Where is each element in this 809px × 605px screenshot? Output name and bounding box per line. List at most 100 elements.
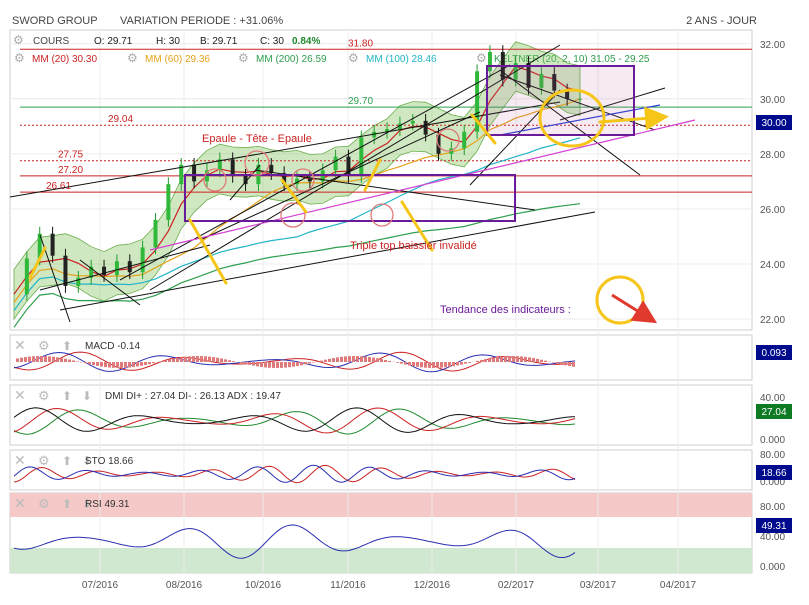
period-label: 2 ANS - JOUR xyxy=(686,15,757,27)
macd-histogram-bar xyxy=(260,362,263,367)
gear-icon[interactable]: ⚙ xyxy=(38,388,50,403)
macd-histogram-bar xyxy=(256,362,259,367)
macd-histogram-bar xyxy=(476,360,479,362)
price-axis: 32.00 30.00 28.00 26.00 24.00 22.00 xyxy=(760,40,785,326)
rsi-overbought-zone xyxy=(10,493,752,517)
candle-body xyxy=(539,74,544,88)
macd-histogram-bar xyxy=(320,360,323,362)
indicator-macd: ✕ ⚙ ⬆ MACD -0.14 0.093 xyxy=(13,337,792,373)
arrow-up-icon[interactable]: ⬆ xyxy=(62,339,72,353)
head-shoulders-label: Epaule - Tête - Epaule xyxy=(202,133,312,145)
macd-histogram-bar xyxy=(572,362,575,367)
last-price-value: 30.00 xyxy=(761,118,786,129)
macd-histogram-bar xyxy=(496,356,499,362)
candle-body xyxy=(37,233,42,259)
close-icon[interactable]: ✕ xyxy=(14,387,26,403)
macd-histogram-bar xyxy=(216,357,219,362)
indicator-rsi: ✕ ⚙ ⬆ ⬇RSI 49.31 80.00 40.00 0.000 49.31 xyxy=(13,495,792,573)
candle-body xyxy=(578,98,582,100)
triple-top-box xyxy=(184,174,516,222)
recent-range-box xyxy=(486,65,635,136)
arrow-down-icon[interactable]: ⬇ xyxy=(82,497,92,511)
macd-histogram-bar xyxy=(332,358,335,362)
arrow-up-icon[interactable]: ⬆ xyxy=(62,497,72,511)
legend-label: MM (100) 28.46 xyxy=(366,54,437,65)
trend-arrow-icon xyxy=(611,293,658,324)
macd-histogram-bar xyxy=(92,362,95,366)
macd-histogram-bar xyxy=(40,356,43,362)
variation-periode: VARIATION PERIODE : +31.06% xyxy=(120,15,283,27)
legend-label: MM (60) 29.36 xyxy=(145,54,210,65)
macd-histogram-bar xyxy=(420,362,423,368)
macd-histogram-bar xyxy=(172,358,175,362)
gear-icon[interactable]: ⚙ xyxy=(238,51,249,65)
macd-histogram-bar xyxy=(32,356,35,362)
arrow-up-icon[interactable]: ⬆ xyxy=(62,389,72,403)
indicator-line xyxy=(13,464,576,484)
macd-histogram-bar xyxy=(376,358,379,362)
macd-histogram-bar xyxy=(100,362,103,367)
candle-body xyxy=(462,131,467,149)
close-icon[interactable]: ✕ xyxy=(14,337,26,353)
macd-histogram-bar xyxy=(432,362,435,368)
gear-icon[interactable]: ⚙ xyxy=(38,496,50,511)
indicator-tick: 0.000 xyxy=(760,435,785,446)
macd-histogram-bar xyxy=(108,362,111,368)
candle-body xyxy=(114,261,119,275)
level-label: 27.20 xyxy=(58,165,83,176)
close-icon[interactable]: ✕ xyxy=(14,495,26,511)
macd-histogram-bar xyxy=(536,358,539,362)
gear-icon[interactable]: ⚙ xyxy=(38,338,50,353)
macd-histogram-bar xyxy=(556,362,559,364)
macd-histogram-bar xyxy=(48,356,51,362)
indicator-dmi: ✕ ⚙ ⬆ ⬇ DMI DI+ : 27.04 DI- : 26.13 ADX : 19… xyxy=(13,387,792,446)
close-value: C: 30 xyxy=(260,36,284,47)
macd-histogram-bar xyxy=(504,356,507,362)
macd-histogram-bar xyxy=(88,362,91,365)
macd-histogram-bar xyxy=(528,357,531,362)
gear-icon[interactable]: ⚙ xyxy=(14,51,25,65)
indicator-value: 27.04 xyxy=(761,407,786,418)
macd-histogram-bar xyxy=(344,356,347,362)
gear-icon[interactable]: ⚙ xyxy=(13,33,24,47)
candle-body xyxy=(333,156,338,171)
yellow-markers xyxy=(28,88,669,325)
x-tick-label: 10/2016 xyxy=(245,580,282,591)
macd-histogram-bar xyxy=(16,358,19,362)
macd-histogram-bar xyxy=(68,359,71,362)
x-tick-label: 04/2017 xyxy=(660,580,697,591)
gear-icon[interactable]: ⚙ xyxy=(38,453,50,468)
close-icon[interactable]: ✕ xyxy=(14,452,26,468)
macd-histogram-bar xyxy=(152,362,155,364)
candle-body xyxy=(243,175,248,185)
macd-histogram-bar xyxy=(128,362,131,368)
gear-icon[interactable]: ⚙ xyxy=(127,51,138,65)
arrow-down-icon[interactable]: ⬇ xyxy=(82,389,92,403)
legend-item: ⚙ MM (20) 30.30 xyxy=(14,51,97,65)
gear-icon[interactable]: ⚙ xyxy=(476,51,487,65)
candle-body xyxy=(295,178,299,185)
macd-histogram-bar xyxy=(60,357,63,362)
macd-histogram-bar xyxy=(424,362,427,368)
gear-icon[interactable]: ⚙ xyxy=(348,51,359,65)
macd-histogram-bar xyxy=(444,362,447,368)
macd-histogram-bar xyxy=(148,362,151,365)
macd-histogram-bar xyxy=(524,356,527,362)
macd-histogram-bar xyxy=(120,362,123,368)
level-label: 31.80 xyxy=(348,38,373,49)
x-tick-label: 11/2016 xyxy=(330,580,366,591)
macd-histogram-bar xyxy=(368,356,371,362)
macd-histogram-bar xyxy=(336,357,339,362)
candle-body xyxy=(24,258,29,295)
candle-body xyxy=(192,164,197,182)
macd-histogram-bar xyxy=(136,362,139,367)
arrow-up-icon[interactable]: ⬆ xyxy=(62,454,72,468)
stock-name: SWORD GROUP xyxy=(12,15,98,27)
indicator-value-box xyxy=(756,404,792,419)
indicator-line xyxy=(13,408,576,435)
last-price-box xyxy=(756,115,792,130)
rsi-oversold-zone xyxy=(10,548,752,573)
arrow-down-icon[interactable]: ⬇ xyxy=(82,454,92,468)
candle-body xyxy=(76,277,81,286)
